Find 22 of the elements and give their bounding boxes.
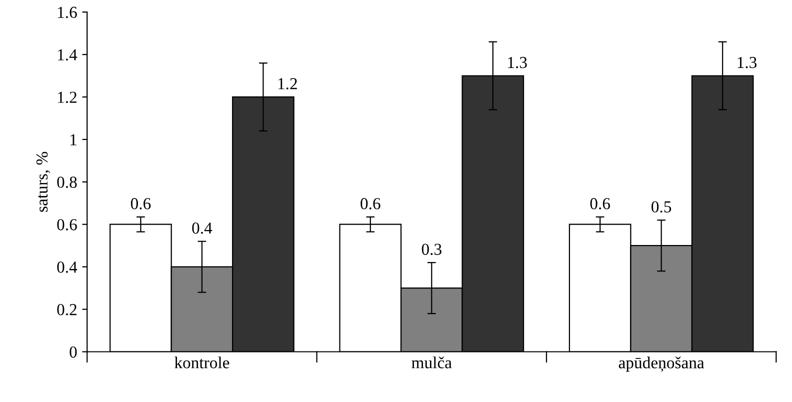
- y-tick-label: 1: [70, 134, 76, 146]
- y-tick-label: 1.6: [58, 6, 77, 18]
- y-tick-label: 0.4: [57, 262, 78, 273]
- data-label: 0.4: [192, 222, 212, 234]
- y-tick-label: 0: [70, 346, 77, 358]
- data-label: 1.2: [278, 78, 297, 90]
- y-tick-label: 1.4: [58, 49, 78, 61]
- x-tick-label: kontrole: [174, 356, 230, 368]
- data-label: 0.6: [590, 198, 610, 210]
- x-tick-label: apūdeņošana: [618, 356, 704, 372]
- data-label: 0.6: [130, 198, 151, 210]
- x-tick-label: mulča: [412, 356, 452, 368]
- y-tick-label: 0.6: [57, 219, 77, 230]
- y-tick-label: 0.2: [57, 304, 76, 316]
- y-axis-title: saturs, %: [36, 152, 50, 212]
- data-label: 1.3: [738, 56, 757, 68]
- data-label: 1.3: [508, 56, 527, 68]
- data-label: 0.3: [422, 244, 442, 256]
- y-tick-label: 0.8: [57, 176, 77, 188]
- y-tick-label: 1.2: [58, 92, 76, 103]
- data-label: 0.6: [360, 198, 380, 210]
- data-label: 0.5: [652, 201, 672, 213]
